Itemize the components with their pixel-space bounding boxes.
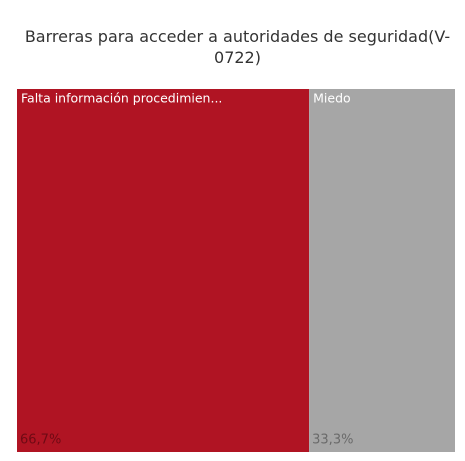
chart-title: Barreras para acceder a autoridades de s… xyxy=(24,27,451,67)
tile-value-label: 66,7% xyxy=(20,433,61,448)
treemap-tile xyxy=(17,89,310,452)
tile-value-label: 33,3% xyxy=(312,433,353,448)
tile-label: Falta información procedimien... xyxy=(21,91,222,106)
treemap-tile xyxy=(309,89,455,452)
tile-label: Miedo xyxy=(313,91,351,106)
